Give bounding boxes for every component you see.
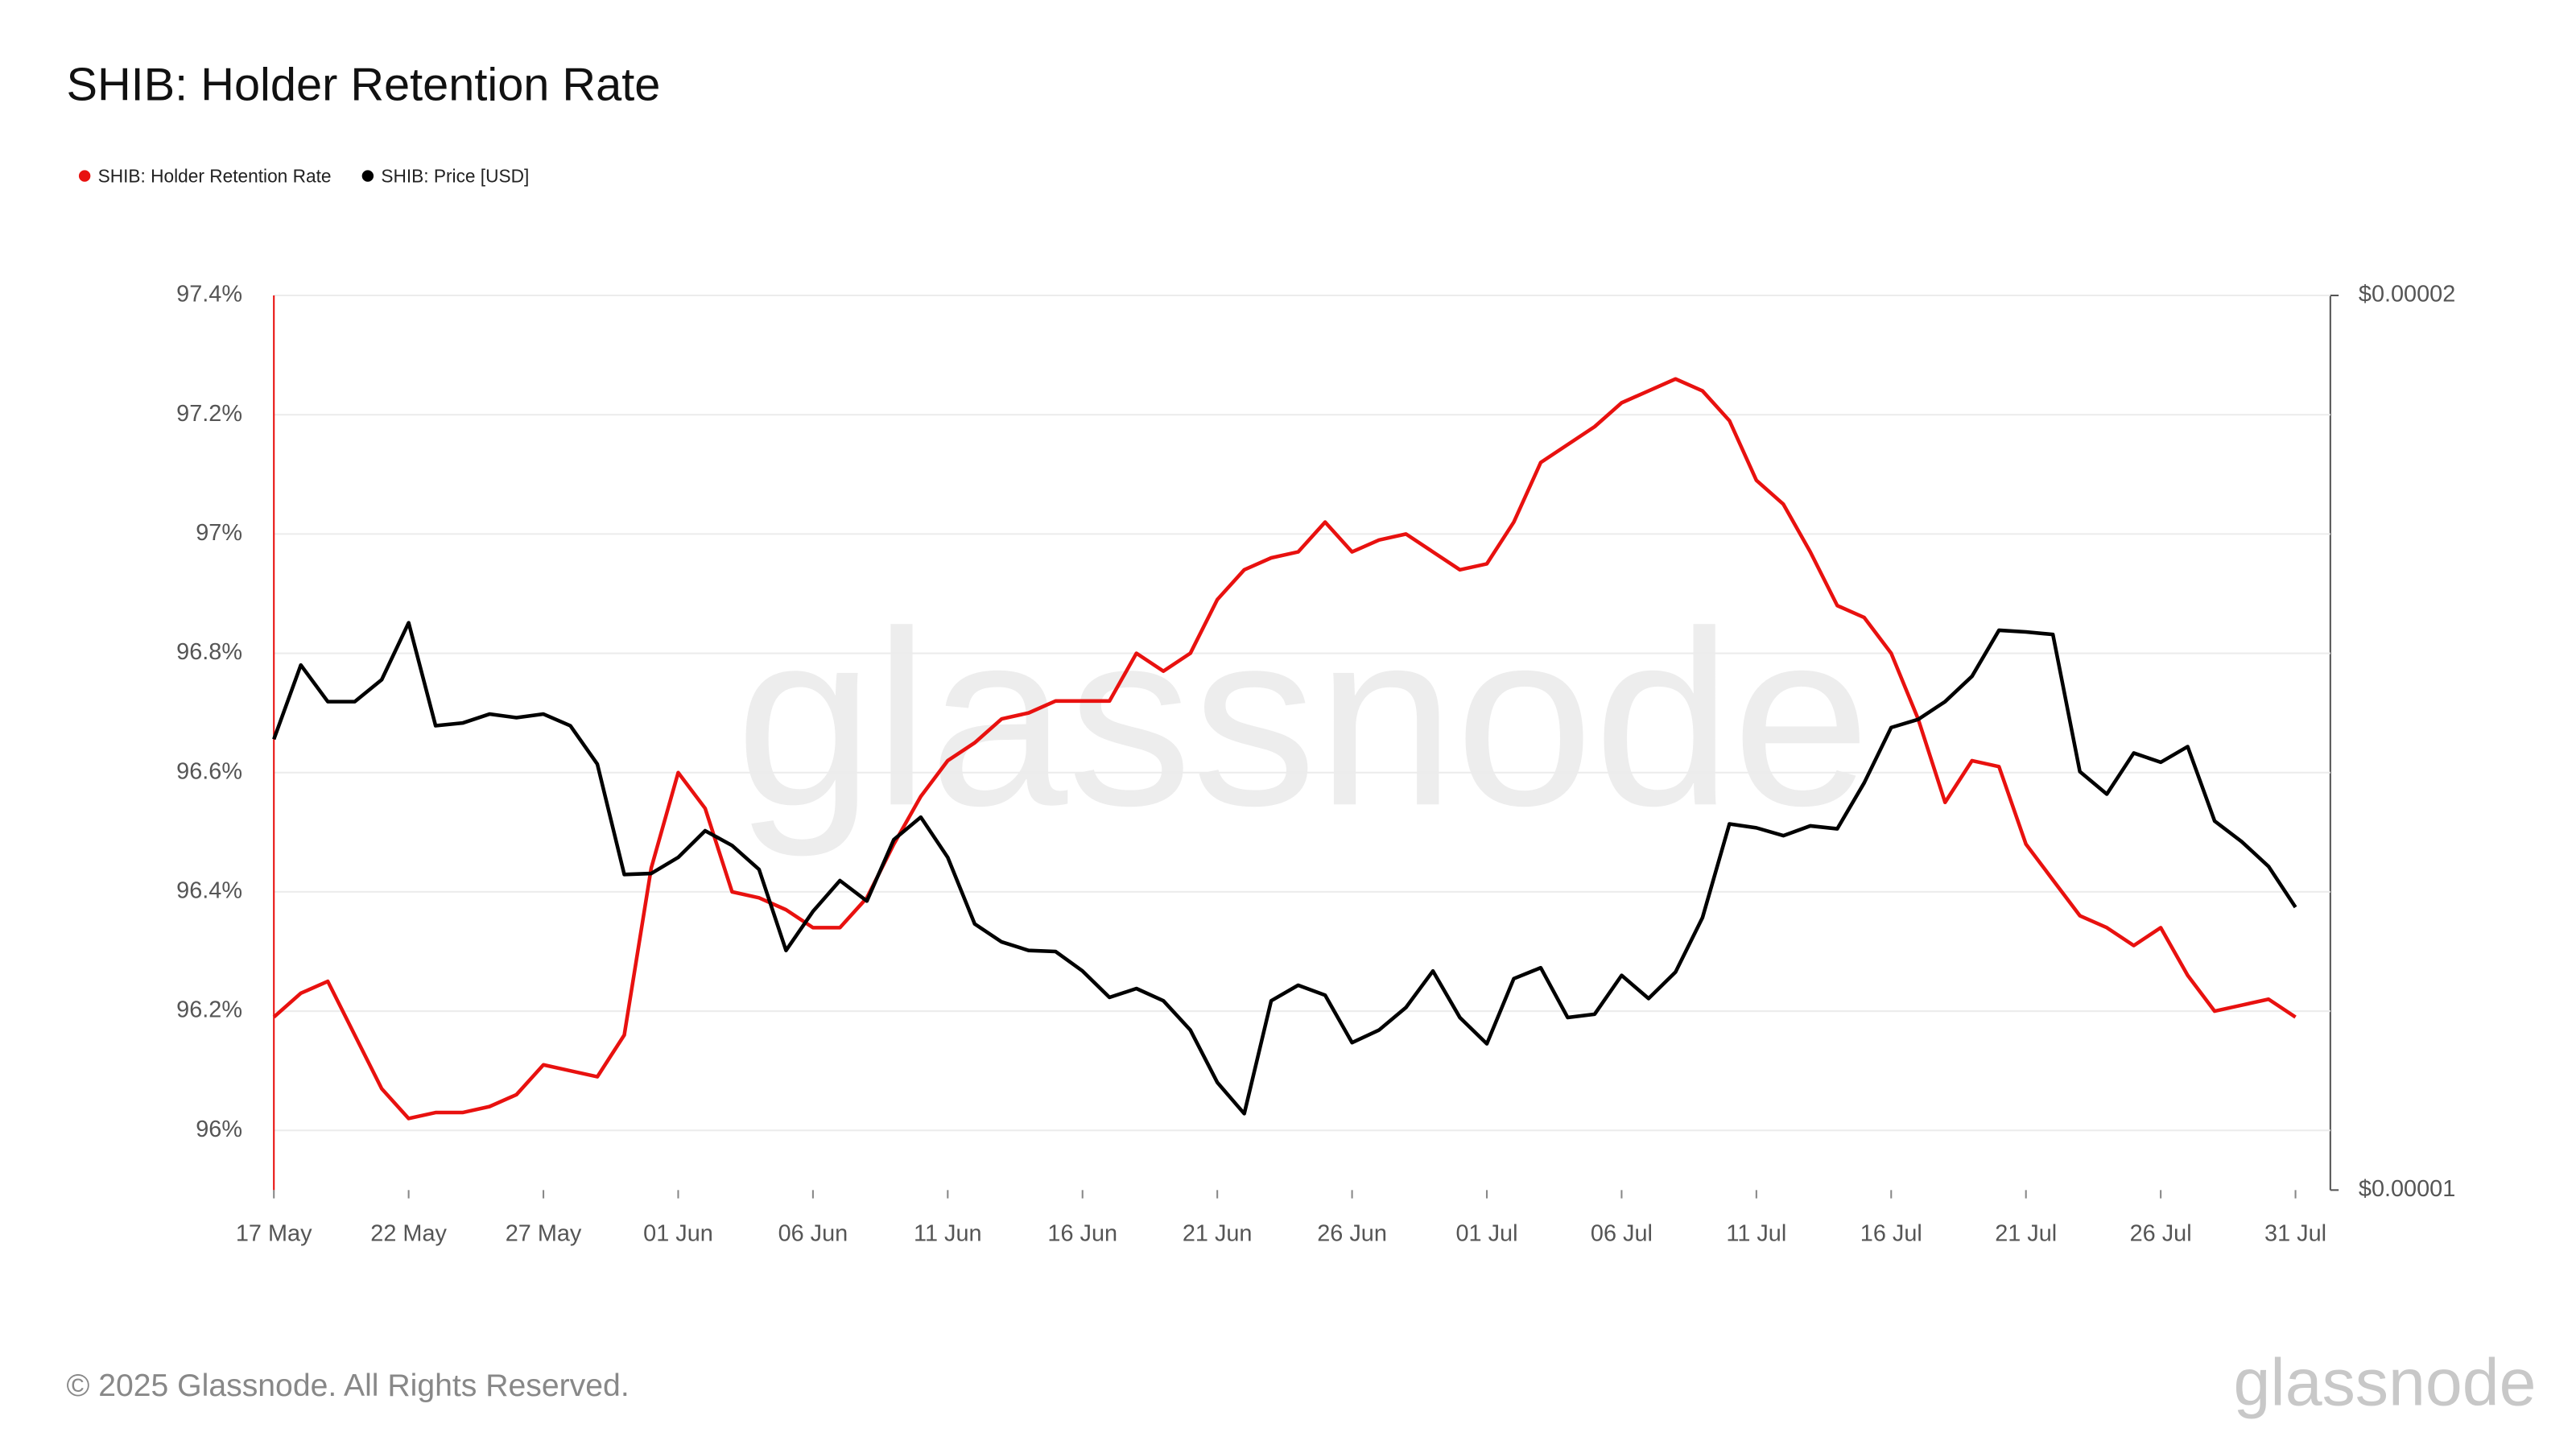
legend-marker — [78, 170, 91, 182]
x-tick-label: 27 May — [506, 1221, 582, 1247]
x-tick-label: 31 Jul — [2264, 1221, 2326, 1247]
y-tick-label: 96.4% — [176, 878, 242, 904]
legend-label: SHIB: Price [USD] — [381, 166, 529, 187]
y-tick-label: 96.6% — [176, 758, 242, 784]
footer: © 2025 Glassnode. All Rights Reserved. — [66, 1368, 629, 1403]
legend-marker — [361, 170, 374, 182]
x-tick-label: 17 May — [236, 1221, 312, 1247]
x-tick-label: 16 Jul — [1860, 1221, 1922, 1247]
series-line — [272, 621, 2297, 1116]
watermark: glassnode — [736, 579, 1871, 859]
x-tick-label: 21 Jul — [1995, 1221, 2057, 1247]
x-tick-label: 06 Jun — [778, 1221, 848, 1247]
x-tick-label: 26 Jun — [1317, 1221, 1387, 1247]
x-tick-label: 01 Jun — [643, 1221, 713, 1247]
x-tick-label: 11 Jul — [1726, 1221, 1786, 1247]
logo: glassnode — [2234, 1345, 2537, 1419]
y-tick-label: 96% — [196, 1117, 242, 1142]
x-tick-label: 06 Jul — [1591, 1221, 1653, 1247]
x-tick-label: 11 Jun — [914, 1221, 982, 1247]
y-tick-label: 97.4% — [176, 282, 242, 308]
y-tick-label: 97% — [196, 520, 242, 546]
y-tick-label: 97.2% — [176, 401, 242, 427]
legend-label: SHIB: Holder Retention Rate — [98, 166, 332, 187]
series-line — [272, 377, 2297, 1121]
y-tick-label: 96.2% — [176, 997, 242, 1023]
x-tick-label: 01 Jul — [1456, 1221, 1518, 1247]
chart-title: SHIB: Holder Retention Rate — [66, 60, 660, 111]
x-tick-label: 16 Jun — [1047, 1221, 1117, 1247]
y2-tick-label: $0.00001 — [2359, 1176, 2455, 1202]
y-tick-label: 96.8% — [176, 639, 242, 665]
x-tick-label: 21 Jun — [1183, 1221, 1253, 1247]
x-tick-label: 22 May — [370, 1221, 447, 1247]
x-tick-label: 26 Jul — [2130, 1221, 2192, 1247]
y2-tick-label: $0.00002 — [2359, 282, 2455, 308]
